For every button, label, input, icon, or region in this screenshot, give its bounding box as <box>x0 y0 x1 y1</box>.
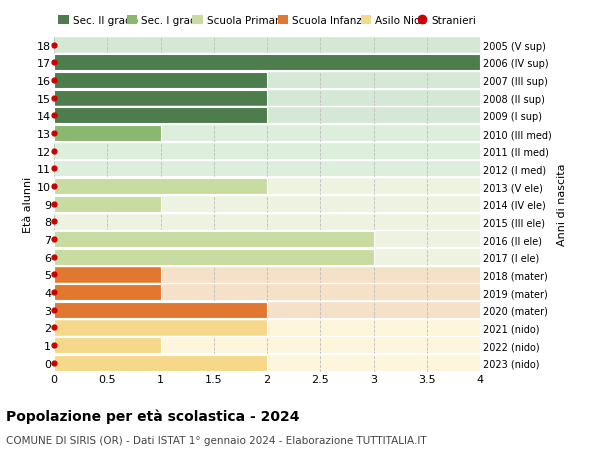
Bar <box>54 267 161 283</box>
Y-axis label: Età alunni: Età alunni <box>23 176 33 232</box>
Y-axis label: Anni di nascita: Anni di nascita <box>557 163 567 246</box>
Bar <box>54 231 480 248</box>
Bar <box>54 179 480 195</box>
Bar <box>54 355 480 371</box>
Bar <box>54 302 267 318</box>
Bar <box>54 38 480 54</box>
Bar <box>54 126 161 142</box>
Bar <box>54 319 480 336</box>
Bar <box>54 302 480 318</box>
Bar <box>54 337 161 353</box>
Bar <box>54 249 373 265</box>
Bar <box>54 108 267 124</box>
Bar <box>54 108 480 124</box>
Bar <box>54 284 161 301</box>
Bar <box>54 337 480 353</box>
Bar <box>54 55 480 71</box>
Bar <box>54 73 267 89</box>
Text: COMUNE DI SIRIS (OR) - Dati ISTAT 1° gennaio 2024 - Elaborazione TUTTITALIA.IT: COMUNE DI SIRIS (OR) - Dati ISTAT 1° gen… <box>6 435 427 445</box>
Bar <box>54 73 480 89</box>
Bar <box>54 90 480 106</box>
Bar <box>54 196 480 213</box>
Bar <box>54 284 480 301</box>
Bar <box>54 319 267 336</box>
Bar <box>54 249 480 265</box>
Legend: Sec. II grado, Sec. I grado, Scuola Primaria, Scuola Infanzia, Asilo Nido, Stran: Sec. II grado, Sec. I grado, Scuola Prim… <box>54 12 480 30</box>
Bar <box>54 179 267 195</box>
Bar <box>54 55 480 71</box>
Bar <box>54 90 267 106</box>
Bar <box>54 196 161 213</box>
Bar <box>54 355 267 371</box>
Bar <box>54 267 480 283</box>
Bar <box>54 143 480 159</box>
Bar <box>54 126 480 142</box>
Text: Popolazione per età scolastica - 2024: Popolazione per età scolastica - 2024 <box>6 409 299 423</box>
Bar <box>54 161 480 177</box>
Bar <box>54 214 480 230</box>
Bar <box>54 231 373 248</box>
